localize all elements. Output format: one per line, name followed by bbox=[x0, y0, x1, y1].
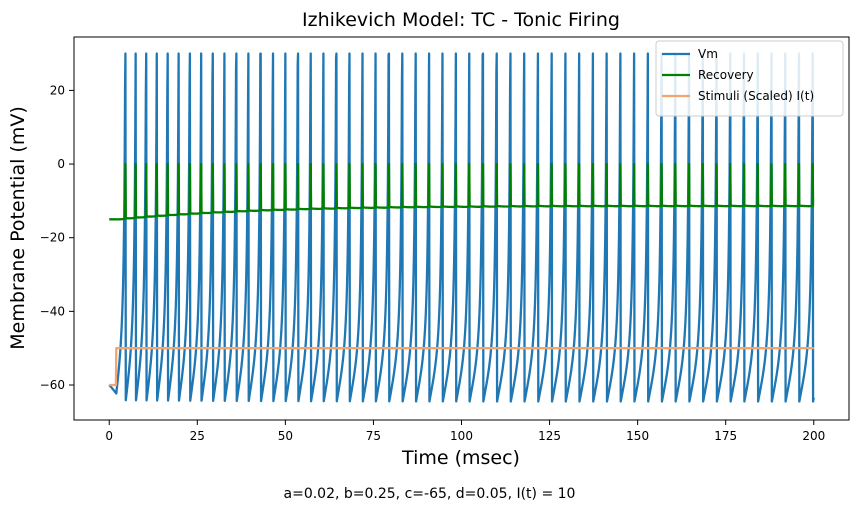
y-axis-label: Membrane Potential (mV) bbox=[7, 106, 29, 349]
series-line-3 bbox=[108, 347, 815, 387]
series-line-1 bbox=[108, 52, 815, 403]
x-tick-label: 100 bbox=[450, 429, 473, 443]
x-tick-label: 200 bbox=[802, 429, 825, 443]
chart-title: Izhikevich Model: TC - Tonic Firing bbox=[302, 9, 620, 31]
series-layer bbox=[108, 52, 815, 403]
legend-label: Vm bbox=[698, 47, 718, 61]
y-tick-label: −40 bbox=[40, 304, 65, 318]
legend: Vm Recovery Stimuli (Scaled) I(t) bbox=[655, 40, 844, 117]
y-tick-label: 20 bbox=[50, 83, 65, 97]
parameter-caption: a=0.02, b=0.25, c=-65, d=0.05, I(t) = 10 bbox=[283, 486, 576, 502]
x-tick-label: 125 bbox=[538, 429, 561, 443]
x-axis-ticks: 0 25 50 75 100 125 150 175 200 bbox=[105, 420, 825, 443]
y-axis-ticks: −60 −40 −20 0 20 bbox=[40, 83, 74, 392]
x-tick-label: 150 bbox=[626, 429, 649, 443]
x-tick-label: 50 bbox=[278, 429, 293, 443]
y-tick-label: −60 bbox=[40, 378, 65, 392]
x-tick-label: 25 bbox=[190, 429, 205, 443]
x-axis-label: Time (msec) bbox=[401, 447, 520, 469]
legend-label: Stimuli (Scaled) I(t) bbox=[698, 89, 814, 103]
x-tick-label: 75 bbox=[366, 429, 381, 443]
legend-label: Recovery bbox=[698, 68, 754, 82]
x-tick-label: 0 bbox=[105, 429, 113, 443]
legend-box bbox=[655, 40, 844, 117]
series-line-2 bbox=[108, 162, 815, 221]
y-tick-label: −20 bbox=[40, 231, 65, 245]
y-tick-label: 0 bbox=[57, 157, 65, 171]
x-tick-label: 175 bbox=[714, 429, 737, 443]
